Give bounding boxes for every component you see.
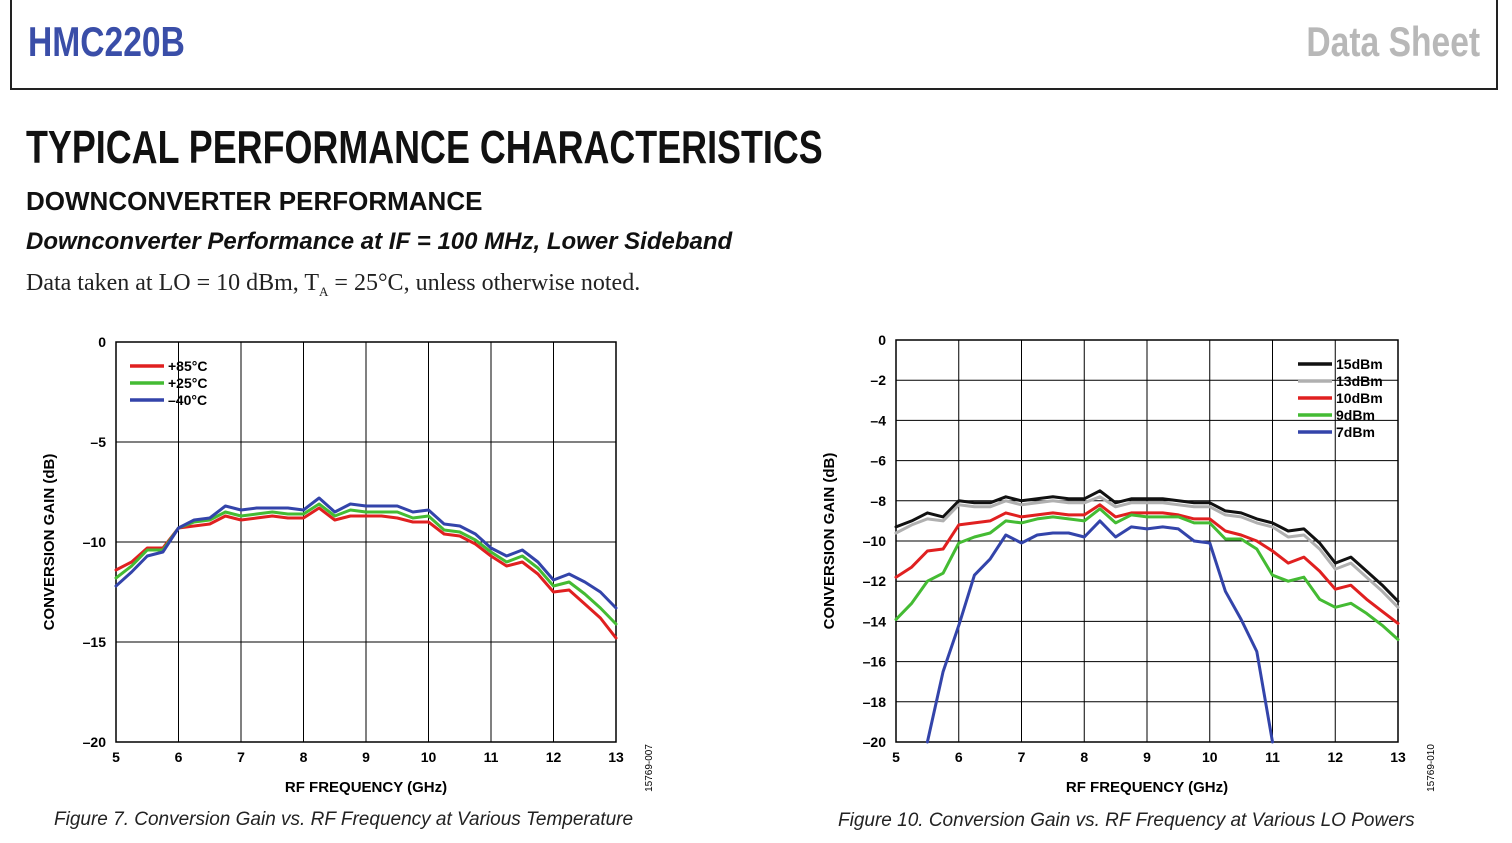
x-tick-label: 12 [1327, 749, 1343, 765]
x-axis-label: RF FREQUENCY (GHz) [285, 779, 447, 796]
section-subtitle: DOWNCONVERTER PERFORMANCE [26, 186, 483, 216]
section-title: TYPICAL PERFORMANCE CHARACTERISTICS [26, 121, 823, 173]
series-line [114, 506, 618, 640]
x-tick-label: 6 [955, 749, 963, 765]
series-line [894, 495, 1400, 609]
note-suffix: = 25°C, unless otherwise noted. [328, 270, 641, 296]
x-tick-label: 7 [237, 749, 245, 765]
header-box: HMC220B Data Sheet [10, 0, 1498, 90]
y-tick-label: 0 [878, 332, 886, 348]
y-tick-label: –10 [83, 534, 107, 550]
x-tick-label: 8 [300, 749, 308, 765]
y-tick-label: –20 [83, 734, 107, 750]
y-tick-label: 0 [98, 334, 106, 350]
series-line [114, 496, 618, 610]
part-number: HMC220B [28, 18, 185, 65]
x-axis-label: RF FREQUENCY (GHz) [1066, 779, 1228, 796]
x-tick-label: 7 [1018, 749, 1026, 765]
x-tick-label: 6 [175, 749, 183, 765]
legend-label: 7dBm [1336, 424, 1375, 440]
legend-label: 13dBm [1336, 373, 1383, 389]
legend-label: 15dBm [1336, 356, 1383, 372]
figure-id: 15769-010 [1426, 744, 1437, 792]
series-line [894, 503, 1400, 625]
x-tick-label: 13 [608, 749, 624, 765]
x-tick-label: 10 [1202, 749, 1218, 765]
legend-label: 9dBm [1336, 407, 1375, 423]
x-tick-label: 5 [112, 749, 120, 765]
y-tick-label: –15 [83, 634, 107, 650]
y-tick-label: –2 [870, 372, 886, 388]
y-tick-label: –6 [870, 453, 886, 469]
doc-type: Data Sheet [1306, 18, 1480, 65]
y-axis-label: CONVERSION GAIN (dB) [41, 454, 58, 631]
series-line [894, 489, 1400, 603]
conditions-note: Data taken at LO = 10 dBm, TA = 25°C, un… [26, 270, 640, 300]
x-tick-label: 8 [1080, 749, 1088, 765]
y-tick-label: –4 [870, 412, 886, 428]
y-tick-label: –12 [863, 573, 887, 589]
section-subsubtitle: Downconverter Performance at IF = 100 MH… [26, 228, 733, 255]
y-tick-label: –16 [863, 654, 887, 670]
y-tick-label: –14 [863, 613, 887, 629]
x-tick-label: 10 [421, 749, 437, 765]
x-tick-label: 11 [1265, 749, 1280, 765]
y-axis-label: CONVERSION GAIN (dB) [821, 453, 838, 630]
y-tick-label: –10 [863, 533, 887, 549]
figure-10-caption: Figure 10. Conversion Gain vs. RF Freque… [838, 810, 1415, 831]
series-line [925, 519, 1274, 744]
legend-label: +85°C [168, 358, 207, 374]
note-prefix: Data taken at LO = 10 dBm, T [26, 270, 320, 296]
x-tick-label: 5 [892, 749, 900, 765]
figure-7-caption: Figure 7. Conversion Gain vs. RF Frequen… [54, 809, 634, 830]
y-tick-label: –5 [90, 434, 106, 450]
figure-id: 15769-007 [644, 744, 655, 792]
y-tick-label: –8 [870, 493, 886, 509]
legend-label: +25°C [168, 375, 207, 391]
x-tick-label: 11 [484, 749, 499, 765]
y-tick-label: –20 [863, 734, 887, 750]
plot-frame [895, 339, 1399, 743]
x-tick-label: 12 [546, 749, 562, 765]
x-tick-label: 13 [1390, 749, 1406, 765]
plot-frame [115, 341, 617, 743]
series-line [114, 502, 618, 626]
note-subscript: A [319, 283, 329, 299]
x-tick-label: 9 [362, 749, 370, 765]
x-tick-label: 9 [1143, 749, 1151, 765]
legend-label: 10dBm [1336, 390, 1383, 406]
legend: +85°C+25°C–40°C [130, 358, 207, 408]
y-tick-label: –18 [863, 694, 887, 710]
legend-label: –40°C [168, 392, 207, 408]
series-line [894, 507, 1400, 641]
